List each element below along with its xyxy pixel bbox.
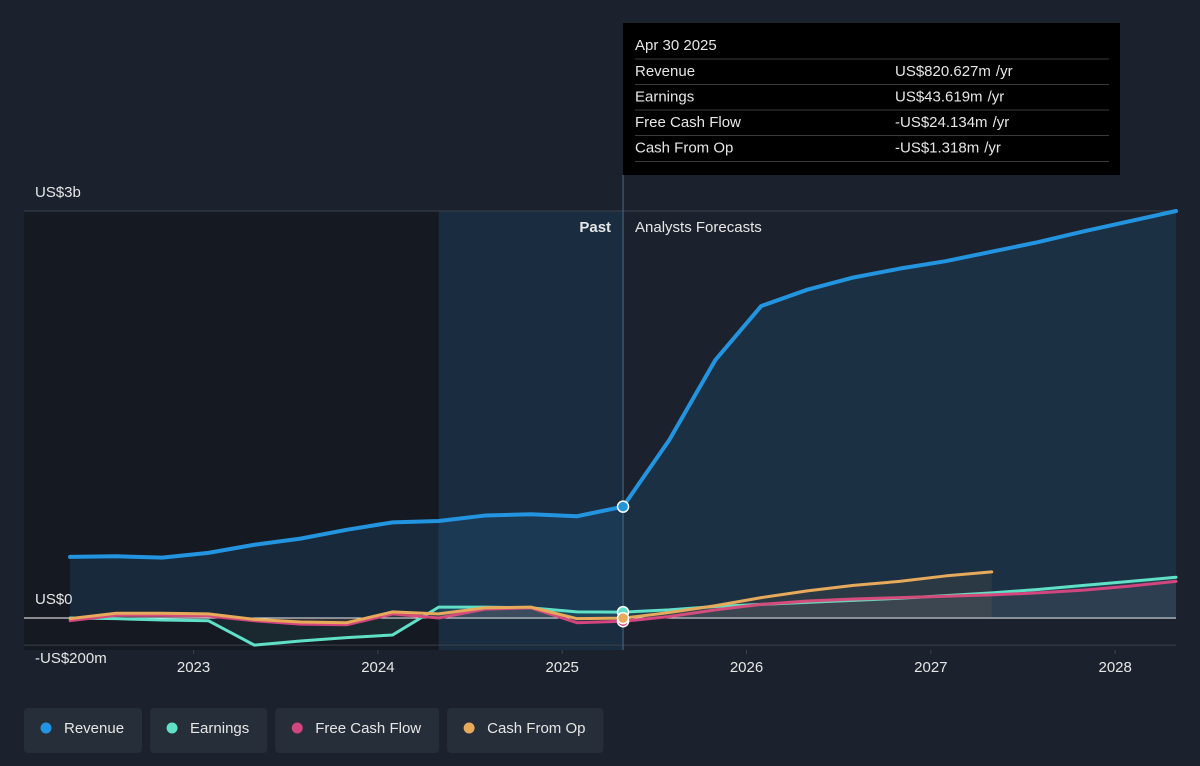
forecast-label: Analysts Forecasts (635, 219, 762, 236)
legend-button (275, 708, 440, 753)
legend-item[interactable]: Cash From Op (447, 708, 604, 753)
tooltip-title: Apr 30 2025 (635, 37, 717, 54)
past-label: Past (579, 219, 611, 236)
legend-button (150, 708, 268, 753)
tooltip-box (623, 23, 1120, 175)
tooltip-label: Free Cash Flow (635, 114, 741, 131)
legend-label: Revenue (64, 720, 124, 737)
tooltip-unit: /yr (996, 63, 1013, 80)
tooltip: Apr 30 2025 Revenue US$820.627m/yr Earnings… (623, 23, 1120, 175)
y-tick-label: US$0 (35, 591, 73, 608)
y-tick-label: -US$200m (35, 650, 107, 667)
legend-label: Free Cash Flow (315, 720, 421, 737)
tooltip-value: US$43.619m (895, 88, 983, 105)
legend-button (447, 708, 604, 753)
past-background (24, 211, 439, 650)
series-area (70, 211, 1177, 618)
tooltip-unit: /yr (988, 88, 1005, 105)
now-marker (616, 611, 630, 625)
series-area (70, 571, 992, 623)
now-marker (616, 500, 630, 513)
legend-swatch (166, 722, 178, 734)
series-line (68, 570, 994, 625)
legend-button (24, 708, 143, 753)
legend-label: Earnings (190, 720, 249, 737)
tooltip-value: -US$24.134m (895, 114, 988, 131)
legend-swatch (40, 722, 52, 734)
series-area (70, 577, 1177, 646)
tooltip-label: Revenue (635, 63, 695, 80)
legend-label: Cash From Op (487, 720, 585, 737)
x-tick-label: 2025 (546, 659, 579, 676)
series-area (70, 581, 1177, 625)
tooltip-value: US$820.627m (895, 63, 991, 80)
x-tick-label: 2026 (730, 659, 763, 676)
y-tick-label: US$3b (35, 184, 81, 201)
x-tick-label: 2027 (914, 659, 947, 676)
legend-item[interactable]: Free Cash Flow (275, 708, 440, 753)
tooltip-value: -US$1.318m (895, 139, 979, 156)
tooltip-label: Earnings (635, 88, 694, 105)
x-tick-label: 2024 (361, 659, 394, 676)
x-tick-label: 2028 (1098, 659, 1131, 676)
legend-item[interactable]: Earnings (150, 708, 268, 753)
tooltip-label: Cash From Op (635, 139, 733, 156)
x-tick-label: 2023 (177, 659, 210, 676)
past-highlight (438, 211, 624, 650)
tooltip-unit: /yr (984, 139, 1001, 156)
tooltip-unit: /yr (993, 114, 1010, 131)
legend-swatch (463, 722, 475, 734)
legend-swatch (291, 722, 303, 734)
legend-item[interactable]: Revenue (24, 708, 143, 753)
